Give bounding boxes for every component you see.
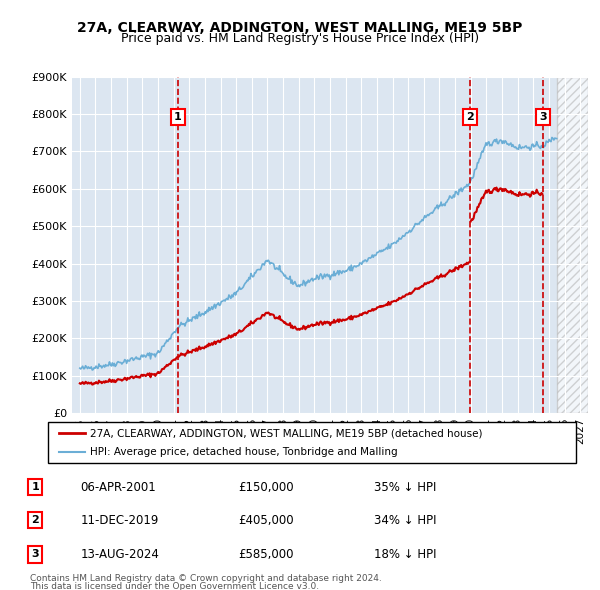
Text: 1: 1: [174, 112, 182, 122]
Bar: [557, 77, 588, 413]
Text: 1: 1: [31, 482, 39, 492]
Text: 2: 2: [466, 112, 473, 122]
Text: 35% ↓ HPI: 35% ↓ HPI: [374, 480, 436, 494]
Text: Contains HM Land Registry data © Crown copyright and database right 2024.: Contains HM Land Registry data © Crown c…: [30, 574, 382, 583]
Text: 18% ↓ HPI: 18% ↓ HPI: [374, 548, 436, 560]
Text: 13-AUG-2024: 13-AUG-2024: [80, 548, 159, 560]
Text: 06-APR-2001: 06-APR-2001: [80, 480, 156, 494]
Text: 27A, CLEARWAY, ADDINGTON, WEST MALLING, ME19 5BP: 27A, CLEARWAY, ADDINGTON, WEST MALLING, …: [77, 21, 523, 35]
Text: 11-DEC-2019: 11-DEC-2019: [80, 514, 159, 527]
Text: This data is licensed under the Open Government Licence v3.0.: This data is licensed under the Open Gov…: [30, 582, 319, 590]
FancyBboxPatch shape: [48, 422, 576, 463]
Text: £150,000: £150,000: [238, 480, 294, 494]
Text: 3: 3: [31, 549, 39, 559]
Text: 3: 3: [539, 112, 547, 122]
Text: HPI: Average price, detached house, Tonbridge and Malling: HPI: Average price, detached house, Tonb…: [90, 447, 398, 457]
Text: £405,000: £405,000: [238, 514, 294, 527]
Text: 27A, CLEARWAY, ADDINGTON, WEST MALLING, ME19 5BP (detached house): 27A, CLEARWAY, ADDINGTON, WEST MALLING, …: [90, 428, 483, 438]
Text: Price paid vs. HM Land Registry's House Price Index (HPI): Price paid vs. HM Land Registry's House …: [121, 32, 479, 45]
Text: £585,000: £585,000: [238, 548, 294, 560]
Text: 34% ↓ HPI: 34% ↓ HPI: [374, 514, 436, 527]
Text: 2: 2: [31, 515, 39, 525]
